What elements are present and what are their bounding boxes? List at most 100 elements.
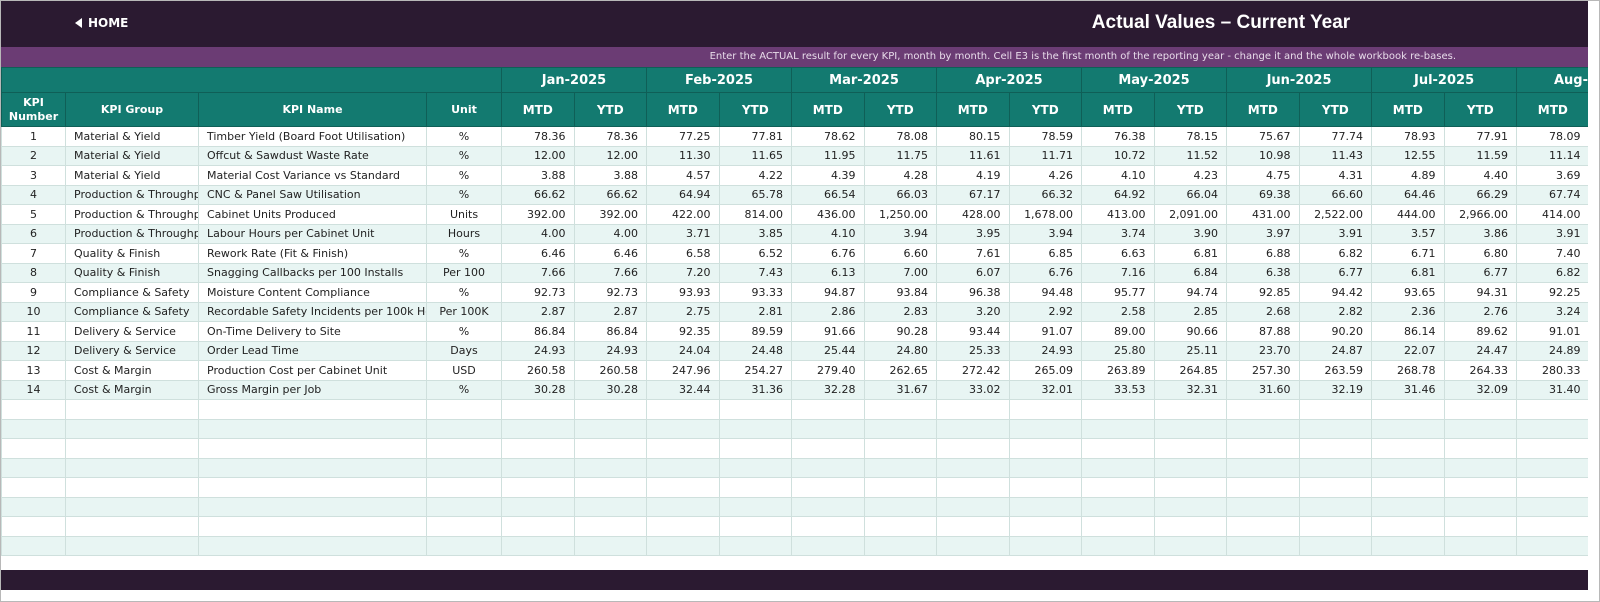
value-cell: 7.40 bbox=[1516, 243, 1588, 264]
value-cell: 64.46 bbox=[1371, 184, 1445, 205]
value-cell: 4.89 bbox=[1371, 165, 1445, 186]
empty-cell bbox=[65, 438, 199, 459]
kpi-number: 11 bbox=[1, 321, 66, 342]
sub-header: YTD bbox=[573, 92, 648, 127]
value-cell: 66.03 bbox=[863, 184, 938, 205]
value-cell: 11.14 bbox=[1516, 145, 1588, 166]
value-cell: 11.59 bbox=[1443, 145, 1518, 166]
value-cell: 7.20 bbox=[646, 262, 720, 283]
empty-cell bbox=[1516, 438, 1588, 459]
value-cell: 24.93 bbox=[501, 340, 575, 361]
empty-cell bbox=[863, 399, 938, 420]
empty-cell bbox=[65, 496, 199, 517]
kpi-group: Compliance & Safety bbox=[65, 301, 199, 322]
empty-cell bbox=[863, 496, 938, 517]
value-cell: 23.70 bbox=[1226, 340, 1300, 361]
empty-cell bbox=[1081, 399, 1155, 420]
empty-cell bbox=[1, 399, 66, 420]
empty-cell bbox=[1, 438, 66, 459]
empty-cell bbox=[1516, 496, 1588, 517]
empty-cell bbox=[1008, 496, 1083, 517]
value-cell: 3.86 bbox=[1443, 223, 1518, 244]
empty-cell bbox=[1371, 535, 1445, 556]
value-cell: 11.75 bbox=[863, 145, 938, 166]
value-cell: 6.63 bbox=[1081, 243, 1155, 264]
kpi-row: 2 Material & Yield Offcut & Sawdust Waste … bbox=[1, 145, 1588, 166]
empty-cell bbox=[1371, 496, 1445, 517]
empty-cell bbox=[1298, 399, 1373, 420]
kpi-row: 7 Quality & Finish Rework Rate (Fit & Fini… bbox=[1, 243, 1588, 264]
kpi-unit: Days bbox=[426, 340, 502, 361]
value-cell: 11.65 bbox=[718, 145, 793, 166]
value-cell: 66.60 bbox=[1298, 184, 1373, 205]
value-cell: 90.20 bbox=[1298, 321, 1373, 342]
value-cell: 7.00 bbox=[863, 262, 938, 283]
value-cell: 3.24 bbox=[1516, 301, 1588, 322]
value-cell: 31.40 bbox=[1516, 379, 1588, 400]
value-cell: 91.66 bbox=[791, 321, 865, 342]
kpi-unit: Per 100 bbox=[426, 262, 502, 283]
column-header: KPI Group bbox=[65, 92, 199, 127]
value-cell: 268.78 bbox=[1371, 360, 1445, 381]
value-cell: 10.98 bbox=[1226, 145, 1300, 166]
kpi-name: On-Time Delivery to Site bbox=[198, 321, 427, 342]
value-cell: 92.35 bbox=[646, 321, 720, 342]
empty-cell bbox=[646, 457, 720, 478]
top-bar: HOME Actual Values – Current Year bbox=[1, 1, 1588, 47]
empty-cell bbox=[1008, 418, 1083, 439]
value-cell: 75.67 bbox=[1226, 126, 1300, 147]
empty-cell bbox=[718, 418, 793, 439]
empty-cell bbox=[791, 477, 865, 498]
empty-cell bbox=[1, 457, 66, 478]
empty-cell bbox=[426, 438, 502, 459]
sub-header: MTD bbox=[646, 92, 720, 127]
value-cell: 2,966.00 bbox=[1443, 204, 1518, 225]
empty-cell bbox=[501, 516, 575, 537]
empty-cell bbox=[1298, 438, 1373, 459]
value-cell: 413.00 bbox=[1081, 204, 1155, 225]
empty-cell bbox=[573, 496, 648, 517]
empty-cell bbox=[65, 535, 199, 556]
empty-cell bbox=[646, 399, 720, 420]
empty-cell bbox=[1008, 516, 1083, 537]
value-cell: 25.11 bbox=[1153, 340, 1228, 361]
kpi-unit: % bbox=[426, 165, 502, 186]
value-cell: 3.20 bbox=[936, 301, 1010, 322]
kpi-number: 6 bbox=[1, 223, 66, 244]
empty-cell bbox=[1371, 516, 1445, 537]
value-cell: 414.00 bbox=[1516, 204, 1588, 225]
value-cell: 11.95 bbox=[791, 145, 865, 166]
value-cell: 66.04 bbox=[1153, 184, 1228, 205]
empty-cell bbox=[1226, 516, 1300, 537]
empty-cell bbox=[646, 496, 720, 517]
kpi-row: 4 Production & Throughput CNC & Panel Saw … bbox=[1, 184, 1588, 205]
empty-cell bbox=[426, 516, 502, 537]
value-cell: 262.65 bbox=[863, 360, 938, 381]
value-cell: 78.09 bbox=[1516, 126, 1588, 147]
empty-cell bbox=[1008, 457, 1083, 478]
value-cell: 257.30 bbox=[1226, 360, 1300, 381]
empty-cell bbox=[1153, 516, 1228, 537]
value-cell: 24.47 bbox=[1443, 340, 1518, 361]
value-cell: 93.93 bbox=[646, 282, 720, 303]
value-cell: 1,250.00 bbox=[863, 204, 938, 225]
empty-cell bbox=[1298, 516, 1373, 537]
empty-row bbox=[1, 418, 1588, 439]
value-cell: 93.65 bbox=[1371, 282, 1445, 303]
value-cell: 392.00 bbox=[573, 204, 648, 225]
empty-cell bbox=[1443, 535, 1518, 556]
kpi-row: 8 Quality & Finish Snagging Callbacks per … bbox=[1, 262, 1588, 283]
month-header: Jan-2025 bbox=[500, 67, 648, 93]
empty-cell bbox=[1008, 535, 1083, 556]
empty-cell bbox=[1371, 477, 1445, 498]
home-button[interactable]: HOME bbox=[75, 16, 128, 30]
empty-cell bbox=[426, 535, 502, 556]
empty-cell bbox=[501, 457, 575, 478]
empty-cell bbox=[1226, 438, 1300, 459]
empty-cell bbox=[501, 535, 575, 556]
sub-header: YTD bbox=[1008, 92, 1083, 127]
value-cell: 4.75 bbox=[1226, 165, 1300, 186]
empty-cell bbox=[573, 457, 648, 478]
value-cell: 2.75 bbox=[646, 301, 720, 322]
